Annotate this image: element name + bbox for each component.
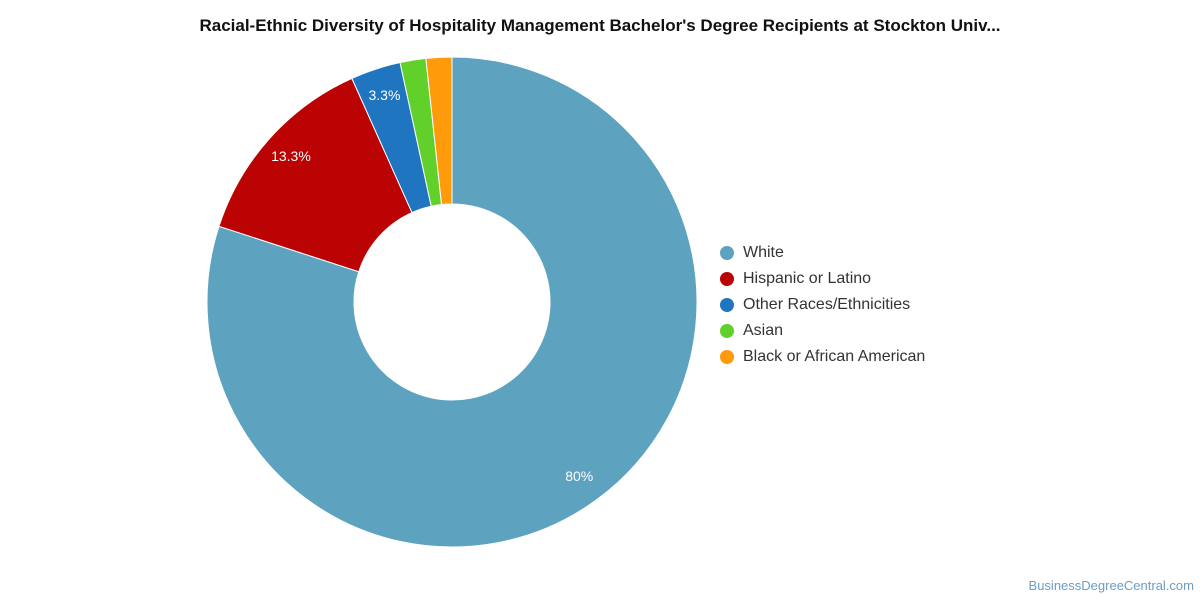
slice-white: [206, 56, 698, 548]
legend-color-dot: [720, 350, 734, 364]
legend-label: Hispanic or Latino: [743, 270, 872, 287]
slice-hispanic-or-latino: [218, 77, 413, 273]
legend-color-dot: [720, 324, 734, 338]
slice-labels-group: 80% 13.3% 3.3%: [271, 87, 593, 484]
slice-label: 3.3%: [368, 87, 400, 103]
slice-black-or-african-american: [425, 56, 453, 206]
legend-item[interactable]: Hispanic or Latino: [720, 266, 925, 292]
legend-label: White: [743, 244, 784, 261]
slice-label: 13.3%: [271, 148, 311, 164]
legend-label: Other Races/Ethnicities: [743, 296, 911, 313]
legend-item[interactable]: Other Races/Ethnicities: [720, 292, 925, 318]
legend-item[interactable]: Black or African American: [720, 344, 925, 370]
slice-label: 80%: [565, 468, 593, 484]
legend-color-dot: [720, 272, 734, 286]
chart-title: Racial-Ethnic Diversity of Hospitality M…: [199, 16, 1001, 35]
legend-label: Black or African American: [743, 348, 926, 365]
legend-item[interactable]: Asian: [720, 318, 925, 344]
legend-color-dot: [720, 298, 734, 312]
slices-group: [206, 56, 698, 548]
legend: White Hispanic or Latino Other Races/Ethni…: [720, 240, 925, 370]
legend-label: Asian: [743, 322, 784, 339]
legend-color-dot: [720, 246, 734, 260]
legend-item[interactable]: White: [720, 240, 925, 266]
watermark: BusinessDegreeCentral.com: [1028, 578, 1194, 593]
